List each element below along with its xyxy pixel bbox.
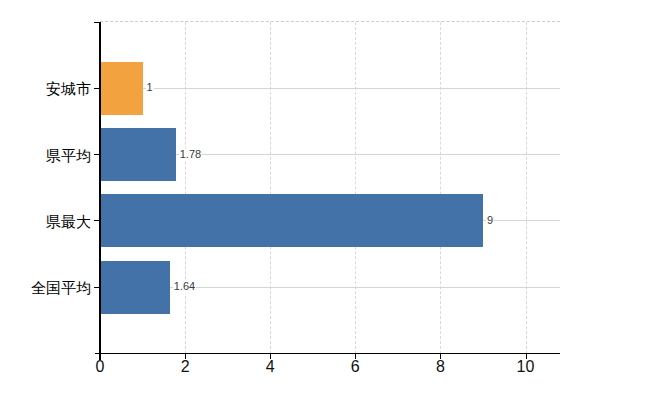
- x-axis-tick-label: 8: [436, 359, 445, 375]
- value-label: 1: [146, 82, 154, 95]
- category-label: 安城市: [0, 81, 91, 96]
- chart-bar: [101, 62, 143, 115]
- category-label: 全国平均: [0, 280, 91, 295]
- x-axis-tick-label: 4: [266, 359, 275, 375]
- y-axis-line: [99, 22, 101, 360]
- x-axis-tick-label: 6: [351, 359, 360, 375]
- x-gridline: [270, 22, 271, 354]
- x-axis-tick-label: 10: [517, 359, 535, 375]
- value-label: 9: [486, 214, 494, 227]
- value-label: 1.78: [179, 148, 202, 161]
- x-gridline: [440, 22, 441, 354]
- x-axis-tick-label: 2: [181, 359, 190, 375]
- chart-bar: [101, 261, 170, 314]
- x-axis-tick-label: 0: [96, 359, 105, 375]
- x-gridline: [355, 22, 356, 354]
- bar-chart: 0 2 4 6 8 10 安城市 1 県平均 1.78 県最大 9 全国平均 1.64: [0, 0, 650, 400]
- category-label: 県最大: [0, 213, 91, 228]
- x-gridline: [526, 22, 527, 354]
- x-gridline: [185, 22, 186, 354]
- chart-bar: [101, 128, 176, 181]
- category-label: 県平均: [0, 147, 91, 162]
- plot-top-border: [100, 21, 560, 22]
- y-gridline: [100, 88, 560, 89]
- chart-bar: [101, 194, 483, 247]
- value-label: 1.64: [173, 281, 196, 294]
- x-axis-line: [95, 353, 560, 355]
